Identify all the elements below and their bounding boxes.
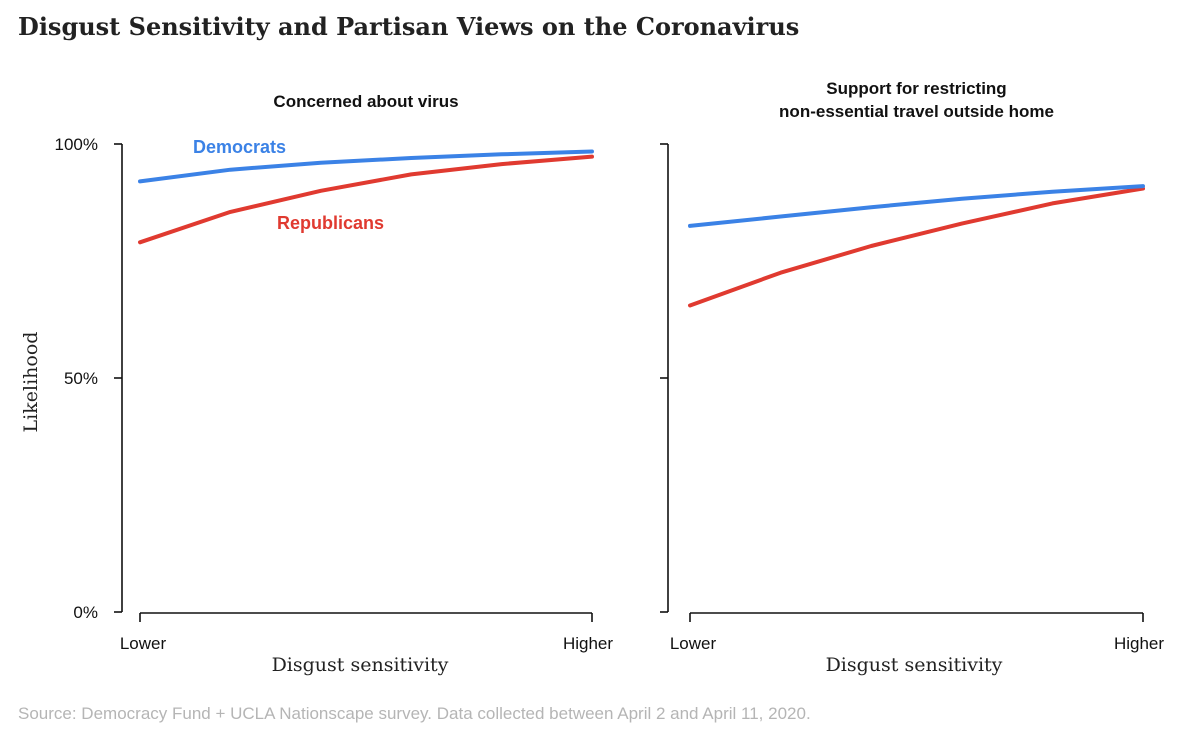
x-axis-label: Disgust sensitivity xyxy=(826,654,1003,676)
series-line-republicans xyxy=(688,186,1145,308)
series-line-republicans xyxy=(138,154,594,245)
y-tick-label: 0% xyxy=(73,603,98,622)
series-label-democrats: Democrats xyxy=(193,137,286,157)
series-line-democrats xyxy=(688,184,1145,228)
series-line-democrats xyxy=(138,149,594,184)
x-tick-label: Higher xyxy=(1114,634,1164,653)
panel-travel: Support for restricting non-essential tra… xyxy=(660,79,1164,676)
y-tick-label: 100% xyxy=(55,135,98,154)
panel-title: Support for restricting non-essential tra… xyxy=(779,79,1054,121)
x-tick-label: Lower xyxy=(670,634,717,653)
x-tick-label: Higher xyxy=(563,634,613,653)
source-note: Source: Democracy Fund + UCLA Nationscap… xyxy=(18,704,811,723)
panel-title: Concerned about virus xyxy=(273,92,458,111)
panel-concerned: Concerned about virus 0% 50% 100% Lower Highe… xyxy=(20,92,613,676)
y-tick-label: 50% xyxy=(64,369,98,388)
x-axis-label: Disgust sensitivity xyxy=(272,654,449,676)
x-tick-label: Lower xyxy=(120,634,167,653)
y-axis-label: Likelihood xyxy=(20,332,42,433)
series-label-republicans: Republicans xyxy=(277,213,384,233)
chart-title: Disgust Sensitivity and Partisan Views o… xyxy=(18,12,800,41)
